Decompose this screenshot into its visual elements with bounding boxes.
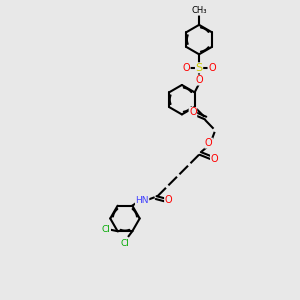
Text: S: S <box>196 63 202 73</box>
Text: O: O <box>208 63 216 73</box>
Text: O: O <box>205 138 212 148</box>
Text: CH₃: CH₃ <box>191 6 207 15</box>
Text: O: O <box>182 63 190 73</box>
Text: O: O <box>189 107 197 118</box>
Text: HN: HN <box>135 196 149 205</box>
Text: Cl: Cl <box>102 226 110 235</box>
Text: Cl: Cl <box>121 239 129 248</box>
Text: O: O <box>195 75 203 85</box>
Text: O: O <box>165 195 172 205</box>
Text: O: O <box>211 154 218 164</box>
